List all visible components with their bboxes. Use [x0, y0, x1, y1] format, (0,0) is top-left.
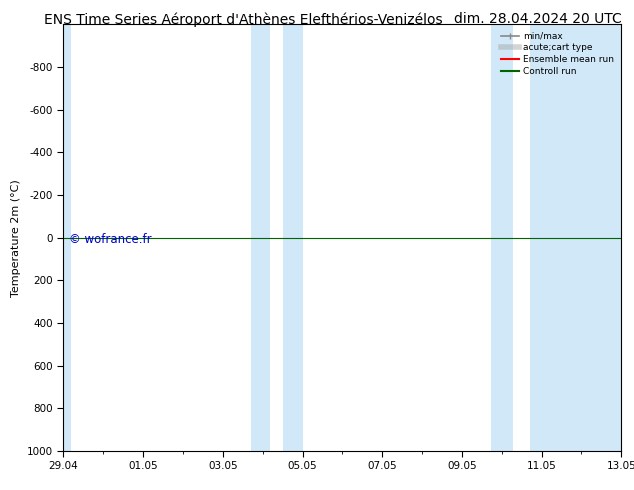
Bar: [491, 24, 513, 451]
Bar: [531, 24, 621, 451]
Bar: [252, 24, 270, 451]
Legend: min/max, acute;cart type, Ensemble mean run, Controll run: min/max, acute;cart type, Ensemble mean …: [498, 29, 617, 78]
Y-axis label: Temperature 2m (°C): Temperature 2m (°C): [11, 179, 22, 296]
Text: dim. 28.04.2024 20 UTC: dim. 28.04.2024 20 UTC: [453, 12, 621, 26]
Text: © wofrance.fr: © wofrance.fr: [69, 233, 152, 246]
Bar: [63, 24, 70, 451]
Bar: [283, 24, 302, 451]
Text: ENS Time Series Aéroport d'Athènes Elefthérios-Venizélos: ENS Time Series Aéroport d'Athènes Eleft…: [44, 12, 443, 27]
